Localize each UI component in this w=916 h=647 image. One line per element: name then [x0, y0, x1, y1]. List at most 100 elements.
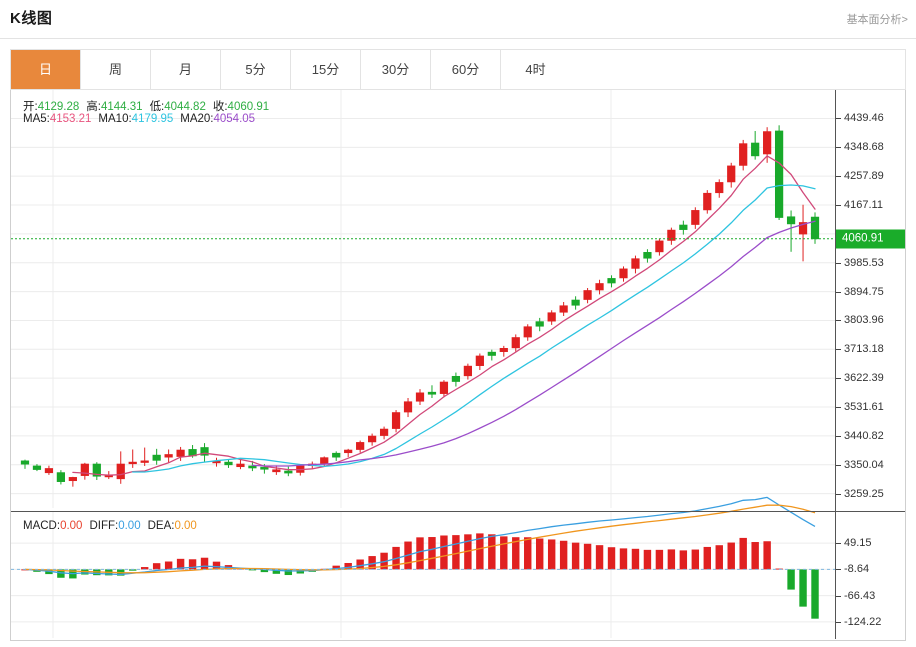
macd-bar	[416, 537, 424, 570]
macd-bar	[272, 569, 281, 574]
fundamental-analysis-link[interactable]: 基本面分析>	[846, 14, 908, 26]
candle-body	[810, 216, 820, 240]
candle-body	[511, 337, 520, 349]
price-axis-label-10: 3531.61	[844, 401, 884, 413]
candle-series	[20, 125, 820, 487]
candle-body	[451, 375, 461, 382]
candle-body	[703, 192, 712, 211]
panel-divider	[11, 511, 905, 512]
macd-bar	[152, 563, 161, 570]
macd-axis-tick	[836, 569, 841, 571]
candle-body	[715, 182, 724, 194]
candle-body	[655, 240, 664, 253]
candle-body	[667, 229, 676, 241]
candle-body	[427, 391, 437, 395]
tab-label: 30分	[381, 62, 410, 77]
macd-bar	[129, 569, 137, 571]
macd-bar	[595, 545, 604, 570]
tab-label: 15分	[311, 62, 340, 77]
timeframe-tabbar[interactable]: 日 周 月 5分 15分 30分 60分 4时	[10, 49, 571, 90]
price-axis-label-5: 3985.53	[844, 256, 884, 269]
tabbar-filler	[550, 49, 906, 90]
candle-body	[679, 224, 688, 230]
price-axis-label-12: 3350.04	[844, 458, 884, 471]
page-title: K线图	[10, 10, 53, 27]
candle-body	[583, 290, 592, 300]
macd-histogram	[21, 533, 819, 619]
candle-body	[798, 222, 808, 235]
candle-body	[415, 392, 425, 402]
candle-body	[32, 465, 42, 470]
price-axis-tick	[836, 435, 841, 437]
candle-body	[643, 252, 652, 259]
tab-4[interactable]: 15分	[291, 50, 361, 89]
tab-3[interactable]: 5分	[221, 50, 291, 89]
price-axis-tick	[836, 407, 841, 408]
macd-bar	[535, 538, 544, 570]
candle-body	[691, 210, 700, 225]
macd-bar	[524, 537, 532, 570]
candle-body	[236, 463, 245, 468]
macd-bar	[667, 549, 676, 570]
candle-body	[547, 312, 556, 322]
macd-bar	[571, 542, 580, 570]
candle-body	[44, 468, 54, 474]
macd-bar	[763, 541, 771, 570]
macd-axis-label-2: -66.43	[844, 589, 876, 602]
candle-body	[356, 442, 365, 450]
macd-bar	[464, 534, 472, 570]
candle-body	[56, 472, 66, 482]
macd-bar	[691, 549, 700, 570]
macd-bar	[583, 543, 592, 570]
price-axis-label-2: 4257.89	[844, 170, 884, 183]
price-axis-tick	[836, 262, 841, 264]
candle-body	[727, 165, 736, 183]
tab-6[interactable]: 60分	[431, 50, 501, 89]
tab-label: 日	[38, 62, 52, 77]
macd-axis-label-3: -124.22	[844, 615, 882, 628]
candle-body	[571, 299, 580, 306]
macd-bar	[679, 550, 688, 570]
candle-body	[786, 216, 796, 225]
price-axis-tick	[836, 176, 841, 178]
tab-1[interactable]: 周	[81, 50, 151, 89]
candle-body	[368, 435, 377, 443]
ma5-line	[72, 155, 816, 476]
candle-body	[272, 469, 281, 473]
tab-0[interactable]: 日	[11, 50, 81, 89]
price-axis-label-13: 3259.25	[844, 487, 884, 500]
candle-body	[176, 449, 185, 457]
macd-bar	[488, 534, 496, 570]
candle-body	[559, 305, 568, 313]
price-axis-tick	[836, 291, 841, 293]
candle-body	[487, 351, 496, 356]
macd-bar	[140, 567, 149, 570]
page-header: K线图 基本面分析>	[0, 0, 916, 38]
candle-body	[499, 348, 508, 352]
candle-body	[475, 355, 484, 366]
tab-label: 5分	[245, 62, 266, 77]
price-axis-tick	[836, 320, 841, 322]
candle-body	[140, 460, 149, 463]
diff-line	[24, 496, 816, 576]
macd-bar	[715, 545, 723, 570]
candle-body	[152, 454, 161, 461]
macd-axis-tick	[836, 595, 841, 597]
macd-axis-label-0: 49.15	[844, 537, 872, 550]
candle-body	[128, 461, 137, 465]
macd-bar	[619, 548, 628, 570]
tab-2[interactable]: 月	[151, 50, 221, 89]
macd-bar	[212, 561, 221, 570]
dea-line	[24, 504, 816, 574]
macd-bar	[476, 533, 484, 570]
price-axis-label-8: 3713.18	[844, 343, 884, 356]
macd-bar	[739, 537, 747, 570]
price-axis-label-3: 4167.11	[844, 199, 883, 212]
tab-5[interactable]: 30分	[361, 50, 431, 89]
macd-bar	[811, 569, 819, 619]
chart-canvas[interactable]	[11, 90, 905, 639]
macd-bar	[368, 556, 376, 570]
price-axis-label-7: 3803.96	[844, 314, 884, 327]
macd-axis-tick	[836, 543, 841, 545]
